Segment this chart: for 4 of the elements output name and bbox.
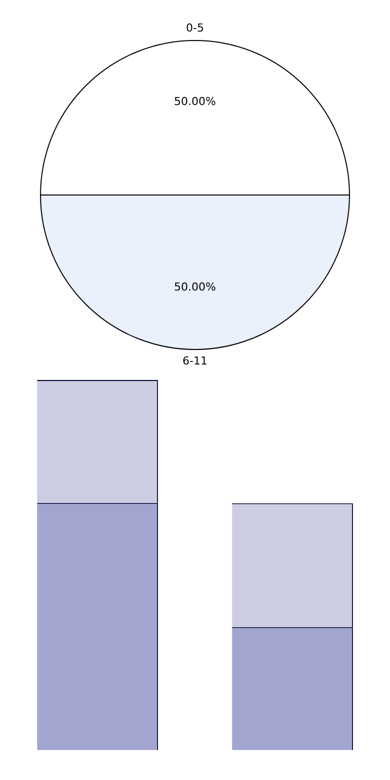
slice-label: 0-5 [186,21,204,34]
data-label: 50.00% [174,95,216,108]
data-label: 50.00% [174,280,216,294]
slice-label: 6-11 [182,354,208,368]
